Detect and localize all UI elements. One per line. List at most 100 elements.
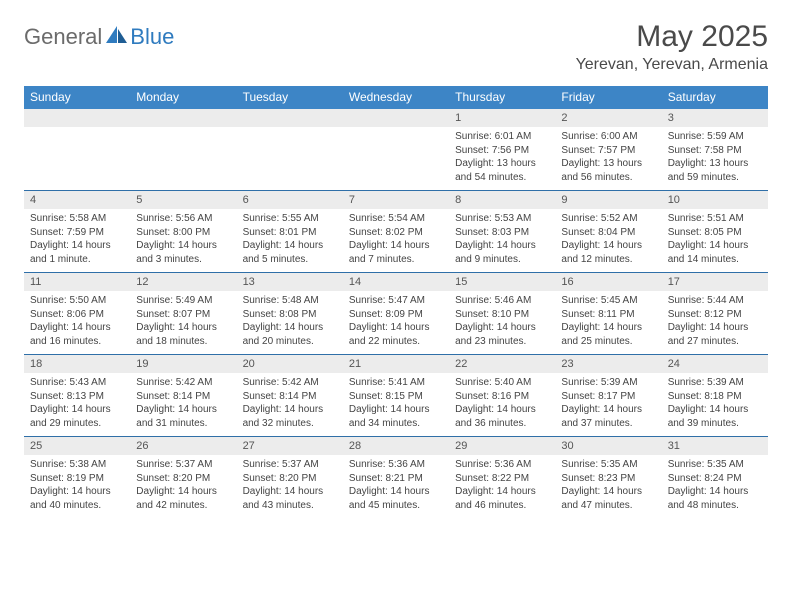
daylight-text-2: and 27 minutes. [668, 335, 762, 349]
sunset-text: Sunset: 8:04 PM [561, 226, 655, 240]
daylight-text-2: and 56 minutes. [561, 171, 655, 185]
header: General Blue May 2025 Yerevan, Yerevan, … [24, 20, 768, 74]
day-cell: Sunrise: 5:55 AMSunset: 8:01 PMDaylight:… [237, 209, 343, 273]
day-number: 19 [130, 355, 236, 374]
weekday-header: Thursday [449, 86, 555, 109]
daylight-text-2: and 46 minutes. [455, 499, 549, 513]
day-cell: Sunrise: 5:35 AMSunset: 8:23 PMDaylight:… [555, 455, 661, 518]
daylight-text-2: and 14 minutes. [668, 253, 762, 267]
daylight-text-2: and 16 minutes. [30, 335, 124, 349]
daylight-text-2: and 29 minutes. [30, 417, 124, 431]
sunset-text: Sunset: 8:11 PM [561, 308, 655, 322]
day-number: 14 [343, 273, 449, 292]
sunrise-text: Sunrise: 5:55 AM [243, 212, 337, 226]
sunrise-text: Sunrise: 5:44 AM [668, 294, 762, 308]
daylight-text-1: Daylight: 14 hours [30, 485, 124, 499]
sunrise-text: Sunrise: 5:59 AM [668, 130, 762, 144]
day-number: 8 [449, 191, 555, 210]
sunrise-text: Sunrise: 5:47 AM [349, 294, 443, 308]
daylight-text-1: Daylight: 14 hours [455, 239, 549, 253]
sunset-text: Sunset: 8:02 PM [349, 226, 443, 240]
day-cell: Sunrise: 5:48 AMSunset: 8:08 PMDaylight:… [237, 291, 343, 355]
daylight-text-1: Daylight: 14 hours [136, 321, 230, 335]
day-cell: Sunrise: 5:39 AMSunset: 8:17 PMDaylight:… [555, 373, 661, 437]
daylight-text-2: and 43 minutes. [243, 499, 337, 513]
sunrise-text: Sunrise: 5:36 AM [349, 458, 443, 472]
daylight-text-2: and 32 minutes. [243, 417, 337, 431]
title-block: May 2025 Yerevan, Yerevan, Armenia [576, 20, 768, 74]
day-number: 16 [555, 273, 661, 292]
day-number: 26 [130, 437, 236, 456]
sunrise-text: Sunrise: 5:40 AM [455, 376, 549, 390]
daylight-text-1: Daylight: 14 hours [243, 403, 337, 417]
daylight-text-2: and 31 minutes. [136, 417, 230, 431]
weekday-header: Friday [555, 86, 661, 109]
daylight-text-1: Daylight: 14 hours [668, 321, 762, 335]
day-cell: Sunrise: 5:49 AMSunset: 8:07 PMDaylight:… [130, 291, 236, 355]
sunset-text: Sunset: 8:14 PM [136, 390, 230, 404]
day-cell: Sunrise: 5:42 AMSunset: 8:14 PMDaylight:… [130, 373, 236, 437]
daylight-text-2: and 9 minutes. [455, 253, 549, 267]
daylight-text-2: and 42 minutes. [136, 499, 230, 513]
day-cell: Sunrise: 5:38 AMSunset: 8:19 PMDaylight:… [24, 455, 130, 518]
day-number-empty [237, 109, 343, 128]
daylight-text-1: Daylight: 14 hours [561, 485, 655, 499]
daylight-text-1: Daylight: 14 hours [243, 239, 337, 253]
daylight-text-2: and 18 minutes. [136, 335, 230, 349]
day-number: 22 [449, 355, 555, 374]
day-cell: Sunrise: 5:43 AMSunset: 8:13 PMDaylight:… [24, 373, 130, 437]
sunset-text: Sunset: 8:13 PM [30, 390, 124, 404]
sunrise-text: Sunrise: 5:52 AM [561, 212, 655, 226]
sunset-text: Sunset: 8:14 PM [243, 390, 337, 404]
daylight-text-1: Daylight: 14 hours [668, 239, 762, 253]
sunrise-text: Sunrise: 5:54 AM [349, 212, 443, 226]
sunrise-text: Sunrise: 5:42 AM [136, 376, 230, 390]
daylight-text-2: and 54 minutes. [455, 171, 549, 185]
day-number: 25 [24, 437, 130, 456]
day-number: 5 [130, 191, 236, 210]
logo-text-general: General [24, 24, 102, 50]
sunset-text: Sunset: 8:16 PM [455, 390, 549, 404]
sunset-text: Sunset: 8:07 PM [136, 308, 230, 322]
day-number: 10 [662, 191, 768, 210]
day-cell: Sunrise: 5:44 AMSunset: 8:12 PMDaylight:… [662, 291, 768, 355]
day-number-empty [130, 109, 236, 128]
daylight-text-2: and 20 minutes. [243, 335, 337, 349]
day-cell: Sunrise: 5:56 AMSunset: 8:00 PMDaylight:… [130, 209, 236, 273]
sunrise-text: Sunrise: 5:45 AM [561, 294, 655, 308]
daylight-text-1: Daylight: 14 hours [30, 321, 124, 335]
sunrise-text: Sunrise: 5:43 AM [30, 376, 124, 390]
daylight-text-2: and 36 minutes. [455, 417, 549, 431]
sunrise-text: Sunrise: 5:39 AM [668, 376, 762, 390]
sunset-text: Sunset: 8:12 PM [668, 308, 762, 322]
day-number: 18 [24, 355, 130, 374]
day-number-row: 25262728293031 [24, 437, 768, 456]
day-number: 13 [237, 273, 343, 292]
sunrise-text: Sunrise: 5:35 AM [561, 458, 655, 472]
weekday-header-row: SundayMondayTuesdayWednesdayThursdayFrid… [24, 86, 768, 109]
day-number: 4 [24, 191, 130, 210]
day-number-row: 45678910 [24, 191, 768, 210]
sunset-text: Sunset: 7:57 PM [561, 144, 655, 158]
sunrise-text: Sunrise: 5:58 AM [30, 212, 124, 226]
day-number: 11 [24, 273, 130, 292]
day-number: 31 [662, 437, 768, 456]
sunrise-text: Sunrise: 5:41 AM [349, 376, 443, 390]
daylight-text-2: and 23 minutes. [455, 335, 549, 349]
day-content-row: Sunrise: 5:43 AMSunset: 8:13 PM Daylight:… [24, 373, 768, 437]
day-number: 12 [130, 273, 236, 292]
daylight-text-1: Daylight: 14 hours [243, 321, 337, 335]
day-number: 23 [555, 355, 661, 374]
daylight-text-1: Daylight: 14 hours [455, 403, 549, 417]
day-number-row: 123 [24, 109, 768, 128]
weekday-header: Wednesday [343, 86, 449, 109]
sunrise-text: Sunrise: 5:37 AM [136, 458, 230, 472]
sunset-text: Sunset: 8:19 PM [30, 472, 124, 486]
daylight-text-1: Daylight: 14 hours [136, 239, 230, 253]
weekday-header: Sunday [24, 86, 130, 109]
calendar-table: SundayMondayTuesdayWednesdayThursdayFrid… [24, 86, 768, 518]
day-number: 27 [237, 437, 343, 456]
daylight-text-2: and 3 minutes. [136, 253, 230, 267]
daylight-text-1: Daylight: 13 hours [455, 157, 549, 171]
daylight-text-2: and 25 minutes. [561, 335, 655, 349]
